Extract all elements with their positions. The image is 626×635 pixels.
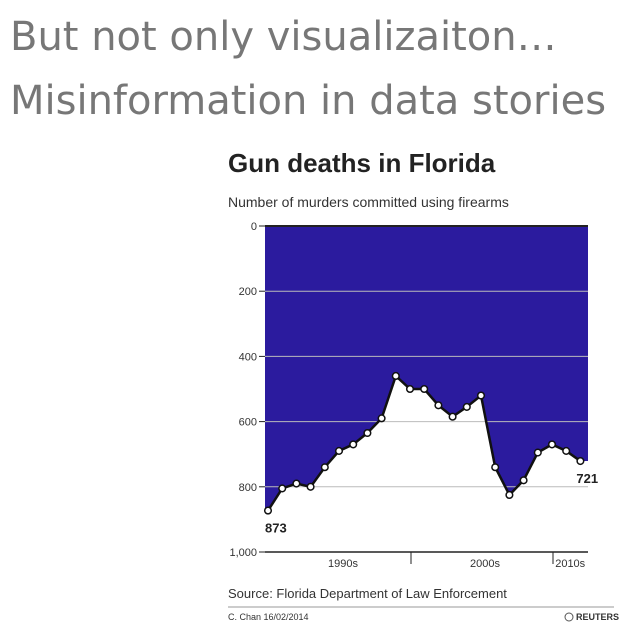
publisher-logo — [564, 612, 574, 622]
y-tick-label: 800 — [239, 482, 257, 494]
point — [349, 440, 358, 449]
source: Source: Florida Department of Law Enforc… — [228, 586, 507, 601]
data-label: 721 — [576, 471, 598, 486]
point — [363, 428, 372, 438]
publisher: REUTERS — [576, 612, 619, 622]
point — [306, 482, 315, 491]
point — [448, 412, 457, 421]
y-tick-label: 600 — [239, 417, 257, 429]
point — [476, 391, 486, 400]
plot: 873 721 0 200 400 600 800 1,000 1990s 2000s 2010s — [229, 221, 598, 570]
point — [405, 384, 415, 394]
point — [462, 402, 471, 411]
y-tick-label: 1,000 — [229, 547, 257, 559]
credit: C. Chan 16/02/2014 — [228, 612, 309, 622]
heading-line: But not only visualizaiton… — [10, 14, 557, 60]
point — [491, 463, 500, 472]
y-tick-label: 400 — [239, 351, 257, 363]
point — [519, 476, 528, 485]
point — [547, 440, 557, 449]
point — [533, 448, 542, 457]
point — [562, 446, 571, 455]
y-tick-label: 0 — [251, 221, 257, 233]
point — [576, 456, 585, 466]
point — [292, 479, 301, 488]
x-tick-label: 2010s — [555, 558, 585, 570]
point — [420, 384, 429, 394]
area — [265, 226, 588, 511]
point — [334, 446, 344, 455]
chart-title: Gun deaths in Florida — [228, 148, 496, 178]
point — [391, 371, 400, 381]
point — [263, 506, 273, 515]
point — [434, 401, 443, 410]
point — [377, 414, 386, 423]
data-label: 873 — [265, 521, 287, 536]
point — [320, 463, 329, 472]
y-tick-label: 200 — [239, 286, 257, 298]
point — [278, 484, 287, 493]
x-tick-label: 1990s — [328, 558, 358, 570]
chart-subtitle: Number of murders committed using firear… — [228, 194, 509, 210]
point — [505, 490, 514, 500]
heading-line: Misinformation in data stories — [10, 78, 606, 124]
x-tick-label: 2000s — [470, 558, 500, 570]
